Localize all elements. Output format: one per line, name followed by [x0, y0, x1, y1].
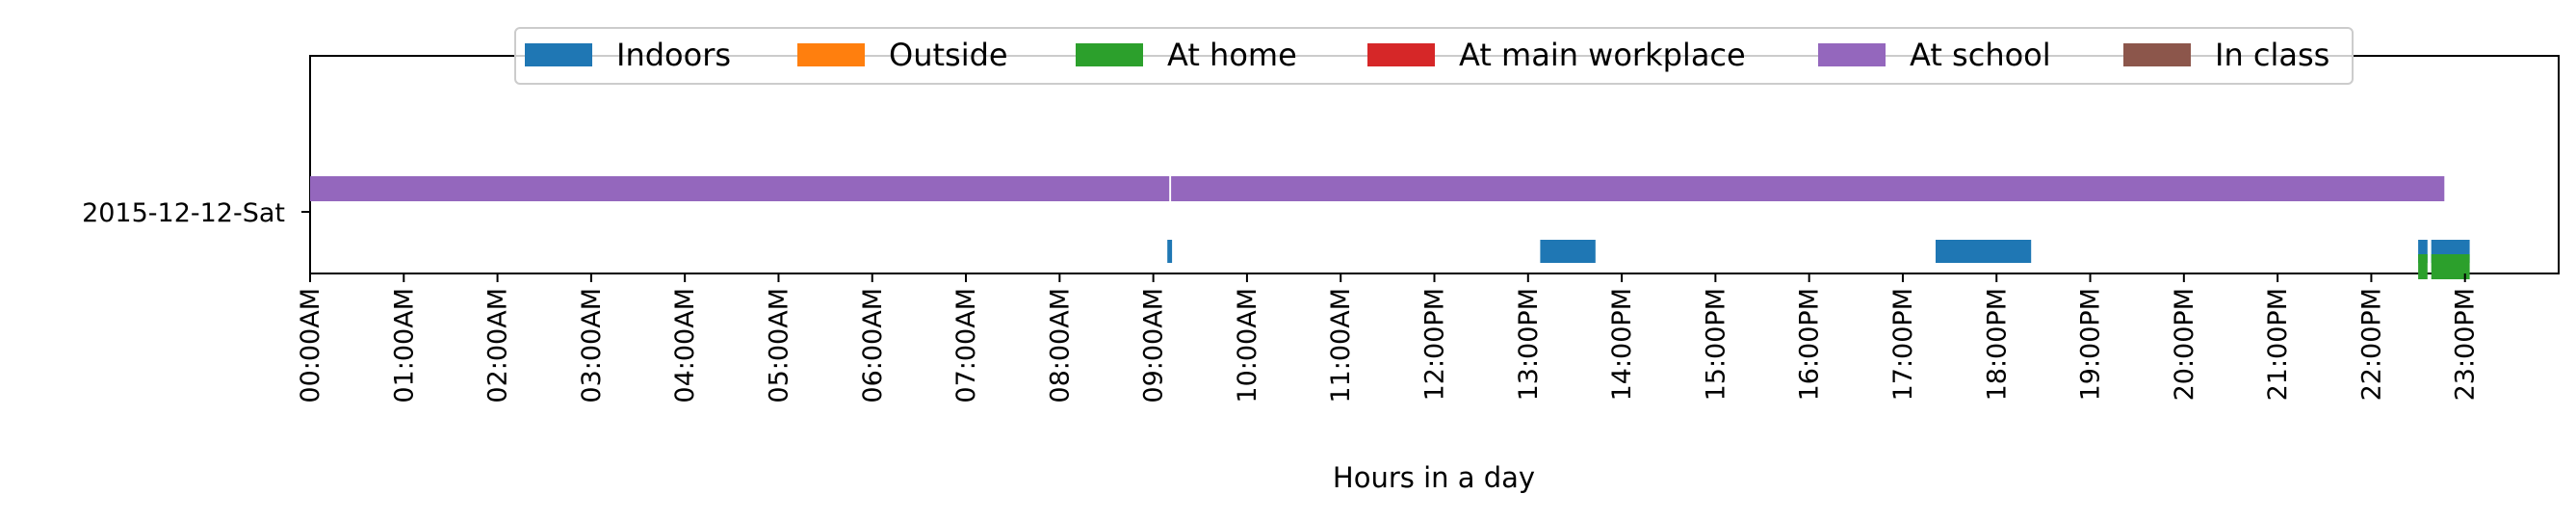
legend-label: Indoors — [616, 37, 731, 73]
legend-items: Indoors Outside At home At main workplace At… — [525, 37, 2329, 73]
bar-indoors — [1167, 240, 1173, 263]
x-tick-label: 06:00AM — [858, 288, 888, 403]
x-tick-label: 09:00AM — [1139, 288, 1169, 403]
bar-indoors — [1540, 240, 1596, 263]
legend-label: At main workplace — [1459, 37, 1746, 73]
x-tick-label: 08:00AM — [1045, 288, 1075, 403]
legend: Indoors Outside At home At main workplace At… — [514, 27, 2354, 85]
x-tick-label: 23:00PM — [2451, 288, 2481, 401]
y-axis: 2015-12-12-Sat — [82, 198, 310, 228]
legend-swatch — [1076, 43, 1143, 66]
legend-swatch — [1367, 43, 1435, 66]
x-tick-label: 07:00AM — [951, 288, 981, 403]
bar-at-school — [1171, 176, 2445, 201]
x-tick-label: 22:00PM — [2356, 288, 2386, 401]
x-tick-label: 11:00AM — [1326, 288, 1356, 403]
x-tick-label: 20:00PM — [2170, 288, 2199, 401]
x-axis: 00:00AM 01:00AM 02:00AM 03:00AM 04:00AM 05:00… — [296, 273, 2481, 403]
x-tick-label: 18:00PM — [1982, 288, 2012, 401]
x-tick-label: 01:00AM — [389, 288, 419, 403]
x-tick-label: 14:00PM — [1607, 288, 1637, 401]
legend-label: In class — [2215, 37, 2329, 73]
x-tick-label: 10:00AM — [1233, 288, 1262, 403]
legend-swatch — [1818, 43, 1886, 66]
x-tick-label: 19:00PM — [2076, 288, 2106, 401]
y-tick-label: 2015-12-12-Sat — [82, 198, 285, 228]
x-tick-label: 15:00PM — [1701, 288, 1730, 401]
x-tick-label: 13:00PM — [1514, 288, 1544, 401]
x-tick-label: 16:00PM — [1795, 288, 1825, 401]
timeline-bars — [310, 176, 2470, 279]
x-tick-label: 12:00PM — [1420, 288, 1450, 401]
bar-at-school — [310, 176, 1170, 201]
bar-at-home — [2431, 254, 2470, 279]
x-tick-label: 03:00AM — [577, 288, 607, 403]
x-tick-label: 17:00PM — [1888, 288, 1918, 401]
bar-at-home — [2418, 254, 2428, 279]
bar-indoors — [1936, 240, 2032, 263]
x-tick-label: 04:00AM — [670, 288, 700, 403]
legend-swatch — [2123, 43, 2191, 66]
legend-swatch — [797, 43, 865, 66]
x-tick-label: 02:00AM — [483, 288, 513, 403]
bar-indoors — [2418, 240, 2428, 263]
x-axis-label: Hours in a day — [1333, 461, 1535, 494]
x-tick-label: 00:00AM — [296, 288, 325, 403]
x-tick-label: 21:00PM — [2263, 288, 2293, 401]
x-tick-label: 05:00AM — [764, 288, 794, 403]
plot-frame — [309, 55, 2560, 274]
legend-swatch — [525, 43, 592, 66]
legend-label: Outside — [889, 37, 1008, 73]
legend-label: At school — [1910, 37, 2051, 73]
legend-label: At home — [1167, 37, 1297, 73]
